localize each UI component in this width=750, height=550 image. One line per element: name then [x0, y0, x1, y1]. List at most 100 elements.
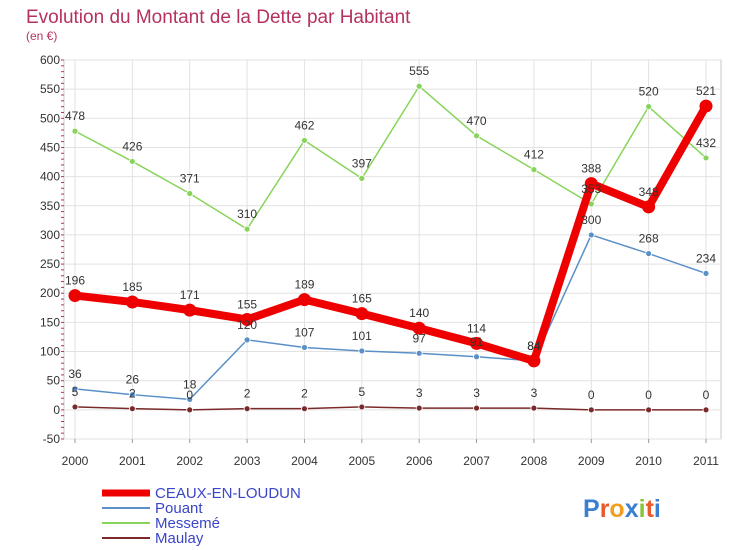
- data-label-2: 555: [409, 64, 429, 78]
- data-label-1: 91: [470, 335, 484, 349]
- data-label-3: 0: [703, 388, 710, 402]
- data-label-3: 5: [358, 385, 365, 399]
- data-label-1: 234: [696, 251, 716, 265]
- x-tick-label: 2001: [119, 454, 146, 468]
- data-point-3: [71, 403, 79, 411]
- data-point-1: [301, 344, 308, 351]
- data-point-3: [645, 406, 653, 414]
- data-label-3: 0: [645, 388, 652, 402]
- x-tick-label: 2002: [176, 454, 203, 468]
- data-point-3: [415, 404, 423, 412]
- data-label-1: 26: [126, 373, 140, 387]
- series-line-1: [74, 234, 707, 401]
- data-point-1: [186, 395, 194, 403]
- data-label-3: 2: [129, 387, 136, 401]
- data-point-3: [587, 406, 595, 414]
- data-label-2: 470: [467, 114, 487, 128]
- data-label-0: 521: [696, 84, 716, 98]
- data-point-3: [186, 406, 194, 414]
- series-line-3: [74, 406, 707, 411]
- chart-subtitle: (en €): [26, 29, 57, 43]
- x-tick-label: 2005: [348, 454, 375, 468]
- x-tick-label: 2009: [578, 454, 605, 468]
- y-tick-label: 200: [40, 286, 60, 300]
- data-point-1: [128, 391, 136, 399]
- y-tick-label: 300: [40, 228, 60, 242]
- data-label-3: 0: [186, 388, 193, 402]
- data-label-1: 84: [527, 339, 541, 353]
- proxiti-logo: Proxiti: [583, 495, 661, 523]
- data-point-0: [125, 295, 139, 309]
- data-point-0: [183, 303, 197, 317]
- data-point-2: [128, 158, 136, 165]
- data-label-1: 120: [237, 318, 257, 332]
- data-label-2: 397: [352, 156, 372, 170]
- y-tick-label: 450: [40, 140, 60, 154]
- data-point-3: [301, 405, 308, 413]
- data-label-3: 3: [531, 386, 538, 400]
- axes: 600550500450400350300250200150100500-502…: [40, 53, 719, 468]
- legend-label-2: Messemé: [155, 515, 220, 532]
- data-point-2: [530, 166, 538, 174]
- data-label-0: 189: [294, 278, 314, 292]
- data-point-2: [645, 103, 653, 111]
- x-tick-label: 2007: [463, 454, 490, 468]
- data-label-3: 2: [301, 387, 308, 401]
- data-label-1: 18: [183, 377, 197, 391]
- data-label-0: 196: [65, 274, 85, 288]
- data-label-2: 353: [581, 182, 601, 196]
- data-label-3: 3: [473, 386, 480, 400]
- x-tick-label: 2000: [62, 454, 89, 468]
- data-label-2: 432: [696, 136, 716, 150]
- x-tick-label: 2003: [234, 454, 261, 468]
- y-tick-label: 100: [40, 345, 60, 359]
- data-label-0: 388: [581, 162, 601, 176]
- x-tick-label: 2011: [693, 454, 719, 468]
- series-line-0: [71, 102, 710, 365]
- data-point-2: [473, 132, 480, 140]
- data-label-1: 36: [68, 367, 82, 381]
- data-label-2: 310: [237, 207, 257, 221]
- y-tick-label: 500: [40, 111, 60, 125]
- data-label-0: 171: [180, 288, 200, 302]
- data-point-2: [186, 190, 194, 197]
- data-point-0: [68, 289, 82, 303]
- data-point-0: [584, 177, 598, 191]
- data-label-0: 84: [527, 339, 541, 353]
- data-label-3: 0: [588, 388, 595, 402]
- legend-label-3: Maulay: [155, 530, 204, 547]
- data-label-1: 97: [413, 331, 427, 345]
- data-point-2: [358, 174, 366, 182]
- x-tick-label: 2006: [406, 454, 433, 468]
- legend-label-1: Pouant: [155, 500, 203, 517]
- data-label-1: 268: [639, 232, 659, 246]
- data-point-1: [645, 250, 653, 257]
- data-point-2: [243, 225, 251, 233]
- data-point-2: [702, 154, 710, 162]
- data-label-2: 462: [294, 118, 314, 132]
- data-label-0: 185: [122, 280, 142, 294]
- data-label-1: 101: [352, 329, 372, 343]
- data-point-1: [415, 349, 423, 357]
- y-tick-label: 400: [40, 170, 60, 184]
- y-tick-label: 0: [53, 403, 60, 417]
- data-label-0: 140: [409, 306, 429, 320]
- y-tick-label: 550: [40, 82, 60, 96]
- y-tick-label: 250: [40, 257, 60, 271]
- data-label-2: 371: [180, 172, 200, 186]
- y-tick-label: 150: [40, 315, 60, 329]
- data-point-2: [415, 82, 423, 90]
- data-point-0: [470, 336, 484, 350]
- data-label-3: 3: [416, 386, 423, 400]
- data-point-1: [702, 270, 710, 277]
- data-label-0: 155: [237, 297, 257, 311]
- data-point-1: [358, 347, 366, 355]
- logo-text: Proxiti: [583, 495, 661, 523]
- data-point-1: [71, 385, 79, 393]
- data-point-0: [412, 321, 426, 335]
- data-label-1: 300: [581, 213, 601, 227]
- data-label-2: 520: [639, 85, 659, 99]
